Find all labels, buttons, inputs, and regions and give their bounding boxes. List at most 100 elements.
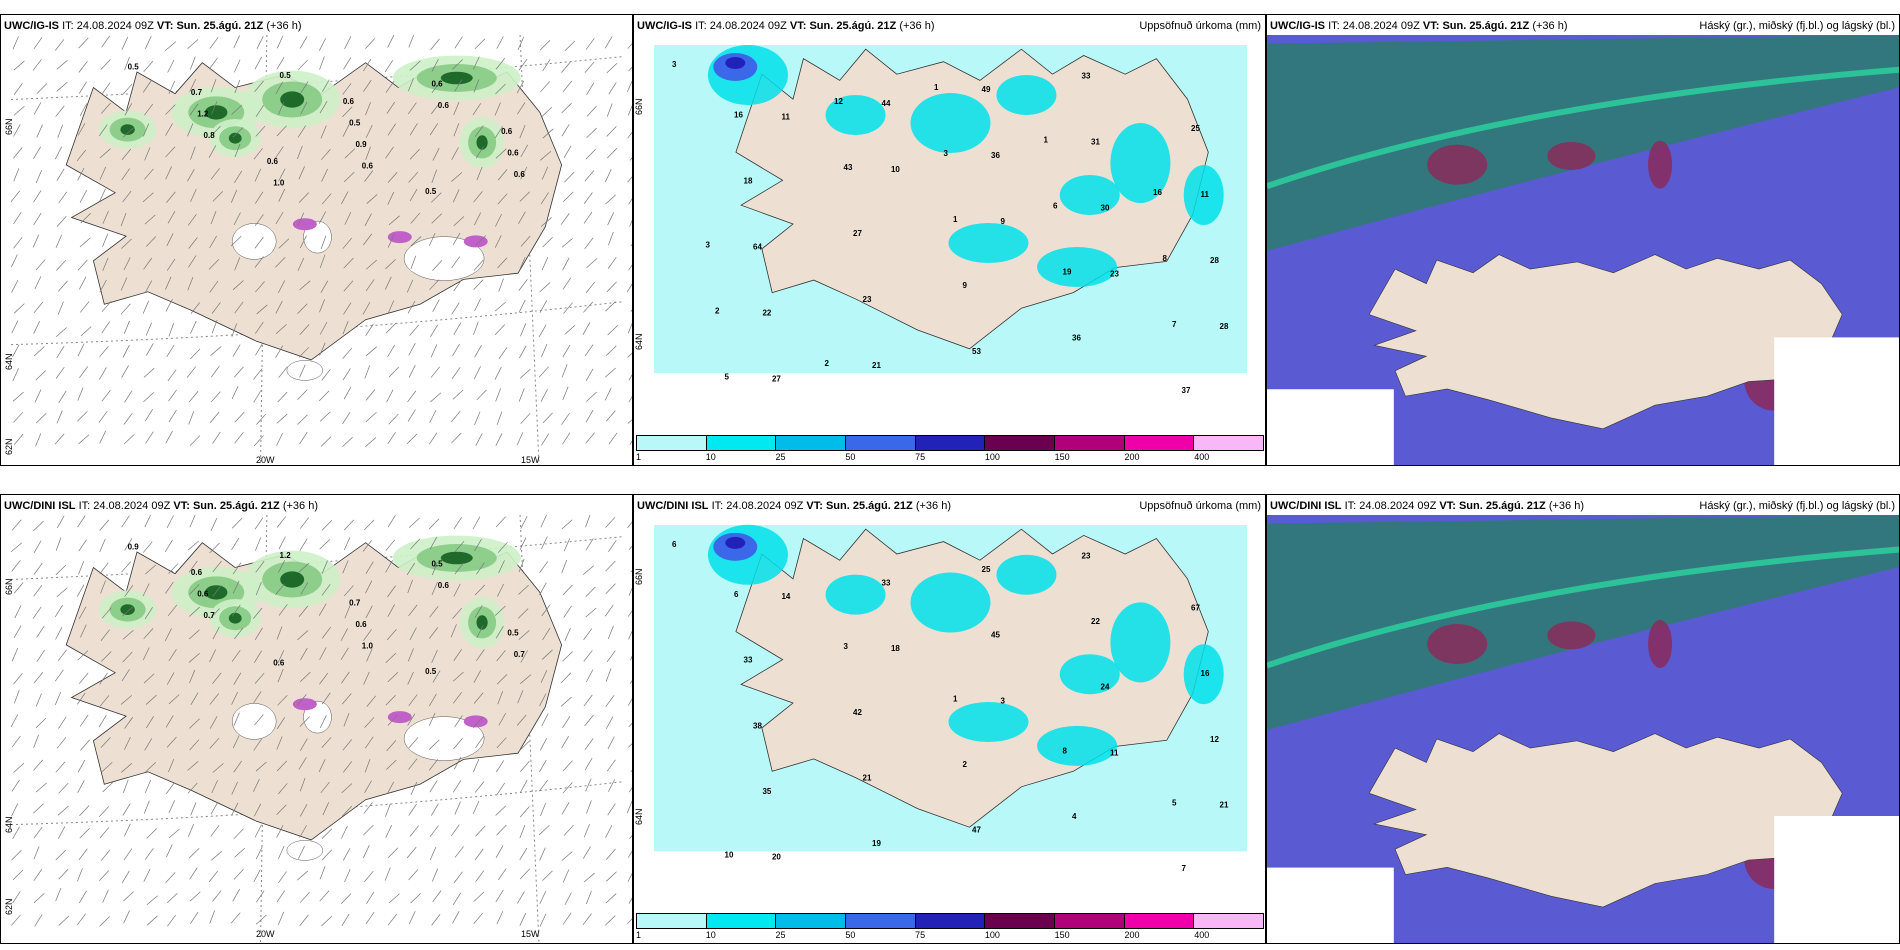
wind-barb: [628, 630, 632, 640]
wind-barb: [276, 804, 287, 815]
wind-barb: [300, 582, 309, 595]
wind-barb: [364, 170, 374, 182]
wind-barb: [210, 168, 220, 180]
wind-barb: [12, 869, 24, 881]
wind-barb: [144, 409, 153, 422]
wind-barb: [144, 103, 154, 116]
wind-barb: [363, 233, 373, 246]
wind-barb: [605, 194, 616, 205]
wind-barb: [167, 59, 175, 73]
colorbar-label: 200: [1124, 452, 1140, 462]
wind-barb: [387, 515, 396, 528]
wind-barb: [188, 255, 197, 268]
wind-barb: [256, 413, 267, 425]
precip-value: 8: [1163, 254, 1168, 263]
precip-value: 22: [762, 308, 771, 317]
wind-barb: [606, 103, 613, 117]
wind-barb: [476, 562, 485, 575]
wind-barb: [432, 260, 443, 271]
wind-barb: [300, 101, 308, 115]
wind-barb: [341, 191, 349, 205]
wind-barb: [209, 737, 220, 749]
wind-barb: [585, 586, 596, 598]
wind-barb: [429, 536, 438, 550]
wind-barb: [385, 652, 397, 664]
wind-barb: [407, 671, 414, 685]
wind-barb: [606, 871, 617, 882]
precip-area: [292, 698, 317, 711]
wind-barb: [100, 59, 111, 70]
wind-barb: [102, 210, 109, 224]
gust-value: 1.0: [273, 179, 285, 188]
wind-barb: [275, 211, 284, 225]
wind-barb: [541, 649, 553, 660]
wind-barb: [189, 739, 200, 751]
wind-barb: [385, 322, 397, 334]
wind-barb: [297, 125, 306, 138]
wind-barb: [564, 892, 572, 906]
wind-barb: [189, 718, 200, 729]
wind-barb: [365, 911, 375, 924]
colorbar-label: 50: [845, 930, 856, 940]
colorbar-segment: [637, 914, 707, 928]
wind-barb: [210, 391, 221, 403]
wind-barb: [342, 436, 353, 448]
wind-barb: [518, 630, 530, 640]
wind-barb: [55, 366, 65, 379]
wind-barb: [254, 256, 264, 268]
wind-barb: [211, 320, 218, 334]
wind-barb: [607, 803, 616, 816]
wind-barb: [142, 583, 150, 597]
wind-barb: [36, 625, 45, 638]
wind-barb: [276, 432, 283, 446]
wind-barb: [33, 320, 40, 334]
wind-barb: [168, 323, 175, 337]
land-outline: [65, 62, 563, 361]
wind-barb: [99, 345, 109, 358]
wind-barb: [164, 41, 177, 52]
wind-barb: [168, 649, 177, 662]
wind-barb: [496, 782, 505, 795]
wind-barb: [254, 714, 264, 726]
precip-value: 4: [1072, 812, 1077, 821]
precip-colorbar: [636, 913, 1264, 929]
wind-barb: [388, 366, 400, 378]
wind-barb: [165, 146, 176, 158]
precip-value: 53: [972, 347, 981, 356]
wind-barb: [320, 148, 331, 161]
gust-core: [280, 571, 305, 588]
wind-barb: [98, 806, 110, 817]
wind-barb: [124, 585, 134, 597]
wind-barb: [518, 211, 526, 224]
wind-barb: [561, 238, 573, 248]
wind-barb: [385, 825, 392, 839]
wind-barb: [278, 101, 285, 115]
wind-barb: [385, 560, 393, 573]
wind-barb: [407, 579, 413, 594]
wind-barb: [519, 868, 530, 880]
precip-value: 12: [1210, 735, 1219, 744]
wind-barb: [121, 365, 129, 378]
wind-barb: [539, 582, 547, 596]
wind-barb: [627, 176, 632, 183]
wind-barb: [254, 517, 264, 530]
wind-barb: [606, 759, 616, 772]
wind-barb: [321, 849, 333, 861]
wind-barb: [234, 170, 243, 184]
panel-cloud-bottom: UWC/DINI ISL IT: 24.08.2024 09Z VT: Sun.…: [1266, 494, 1900, 944]
gust-value: 0.7: [349, 598, 361, 607]
precip-value: 3: [944, 149, 949, 158]
precip-area: [825, 95, 886, 135]
wind-barb: [33, 803, 44, 814]
wind-barb: [363, 671, 370, 685]
wind-barb: [121, 763, 133, 773]
wind-barb: [605, 716, 614, 730]
wind-barb: [254, 214, 264, 226]
wind-barb: [188, 391, 199, 403]
wind-barb: [255, 846, 263, 860]
wind-barb: [607, 736, 615, 750]
wind-barb: [142, 80, 152, 93]
wind-barb: [232, 344, 241, 357]
wind-barb: [76, 149, 87, 162]
wind-barb: [102, 233, 109, 247]
